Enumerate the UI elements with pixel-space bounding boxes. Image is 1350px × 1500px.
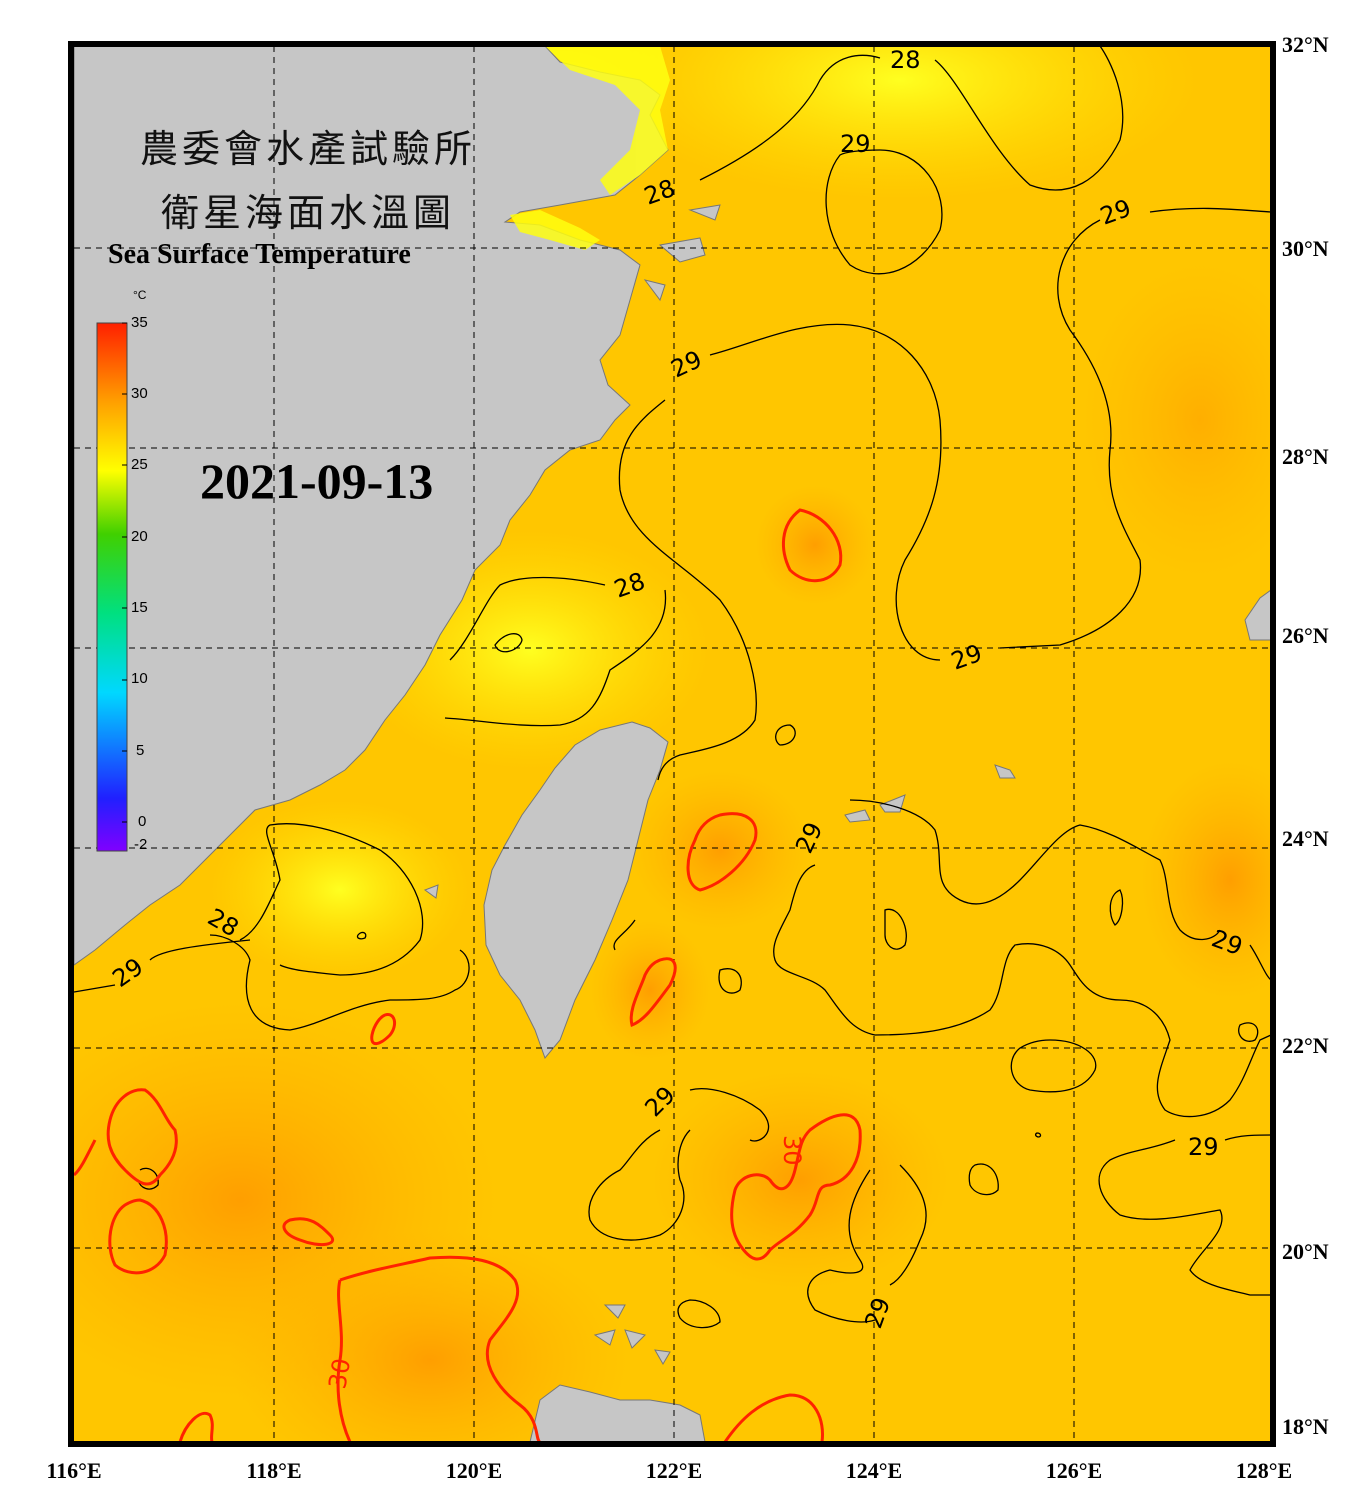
- colorbar-tick: 30: [131, 385, 148, 402]
- lat-label: 24°N: [1282, 826, 1329, 851]
- graticule: [74, 46, 1271, 1442]
- lat-labels: 32°N 30°N 28°N 26°N 24°N 22°N 20°N 18°N: [1282, 32, 1329, 1439]
- map-date: 2021-09-13: [200, 453, 434, 509]
- lon-label: 122°E: [646, 1458, 702, 1483]
- contour-label-29: 29: [1188, 1133, 1219, 1161]
- lat-label: 22°N: [1282, 1033, 1329, 1058]
- colorbar-tick: -2: [134, 836, 148, 853]
- yaeyama-islands: [844, 794, 906, 823]
- colorbar-tick: 25: [131, 456, 148, 473]
- contour-label-30: 30: [778, 1135, 806, 1166]
- taiwan: [483, 721, 669, 1059]
- colorbar-tick: 35: [131, 314, 148, 331]
- title-en: Sea Surface Temperature: [108, 239, 411, 270]
- contour-label-30: 30: [323, 1356, 356, 1391]
- colorbar-ticks: [122, 322, 127, 823]
- title-zh-line2: 衛星海面水溫圖: [160, 191, 455, 235]
- contour-label-29: 29: [840, 130, 871, 158]
- colorbar-tick: 10: [131, 670, 148, 687]
- map-frame: [68, 41, 1276, 1447]
- zhoushan-islands: [643, 204, 721, 302]
- small-islands-south: [593, 1304, 671, 1365]
- colorbar-tick: 0: [138, 813, 147, 830]
- lat-label: 32°N: [1282, 32, 1329, 57]
- isotherms-black: [74, 46, 1271, 1329]
- lon-label: 120°E: [446, 1458, 502, 1483]
- colorbar: [96, 322, 128, 852]
- coastal-cool-zone: [510, 46, 670, 250]
- luzon: [529, 1384, 706, 1442]
- lon-label: 126°E: [1046, 1458, 1102, 1483]
- colorbar-tick: 20: [131, 528, 148, 545]
- lat-label: 30°N: [1282, 236, 1329, 261]
- contour-label-28: 28: [890, 46, 921, 74]
- penghu: [423, 884, 439, 899]
- lat-label: 28°N: [1282, 444, 1329, 469]
- lon-label: 118°E: [246, 1458, 301, 1483]
- colorbar-unit: °C: [133, 288, 147, 302]
- colorbar-tick: 15: [131, 599, 148, 616]
- lat-label: 18°N: [1282, 1414, 1329, 1439]
- lat-label: 20°N: [1282, 1239, 1329, 1264]
- lon-labels: 116°E 118°E 120°E 122°E 124°E 126°E 128°…: [46, 1458, 1292, 1483]
- title-zh-line1: 農委會水產試驗所: [139, 127, 476, 171]
- colorbar-tick: 5: [136, 742, 145, 759]
- miyako-island: [994, 764, 1016, 779]
- land: [74, 46, 1271, 1442]
- lon-label: 124°E: [846, 1458, 902, 1483]
- china-mainland: [74, 46, 669, 966]
- okinawa-island: [1244, 589, 1271, 641]
- isotherms-red: [74, 508, 862, 1442]
- lat-label: 26°N: [1282, 623, 1329, 648]
- lon-label: 116°E: [46, 1458, 101, 1483]
- lon-label: 128°E: [1236, 1458, 1292, 1483]
